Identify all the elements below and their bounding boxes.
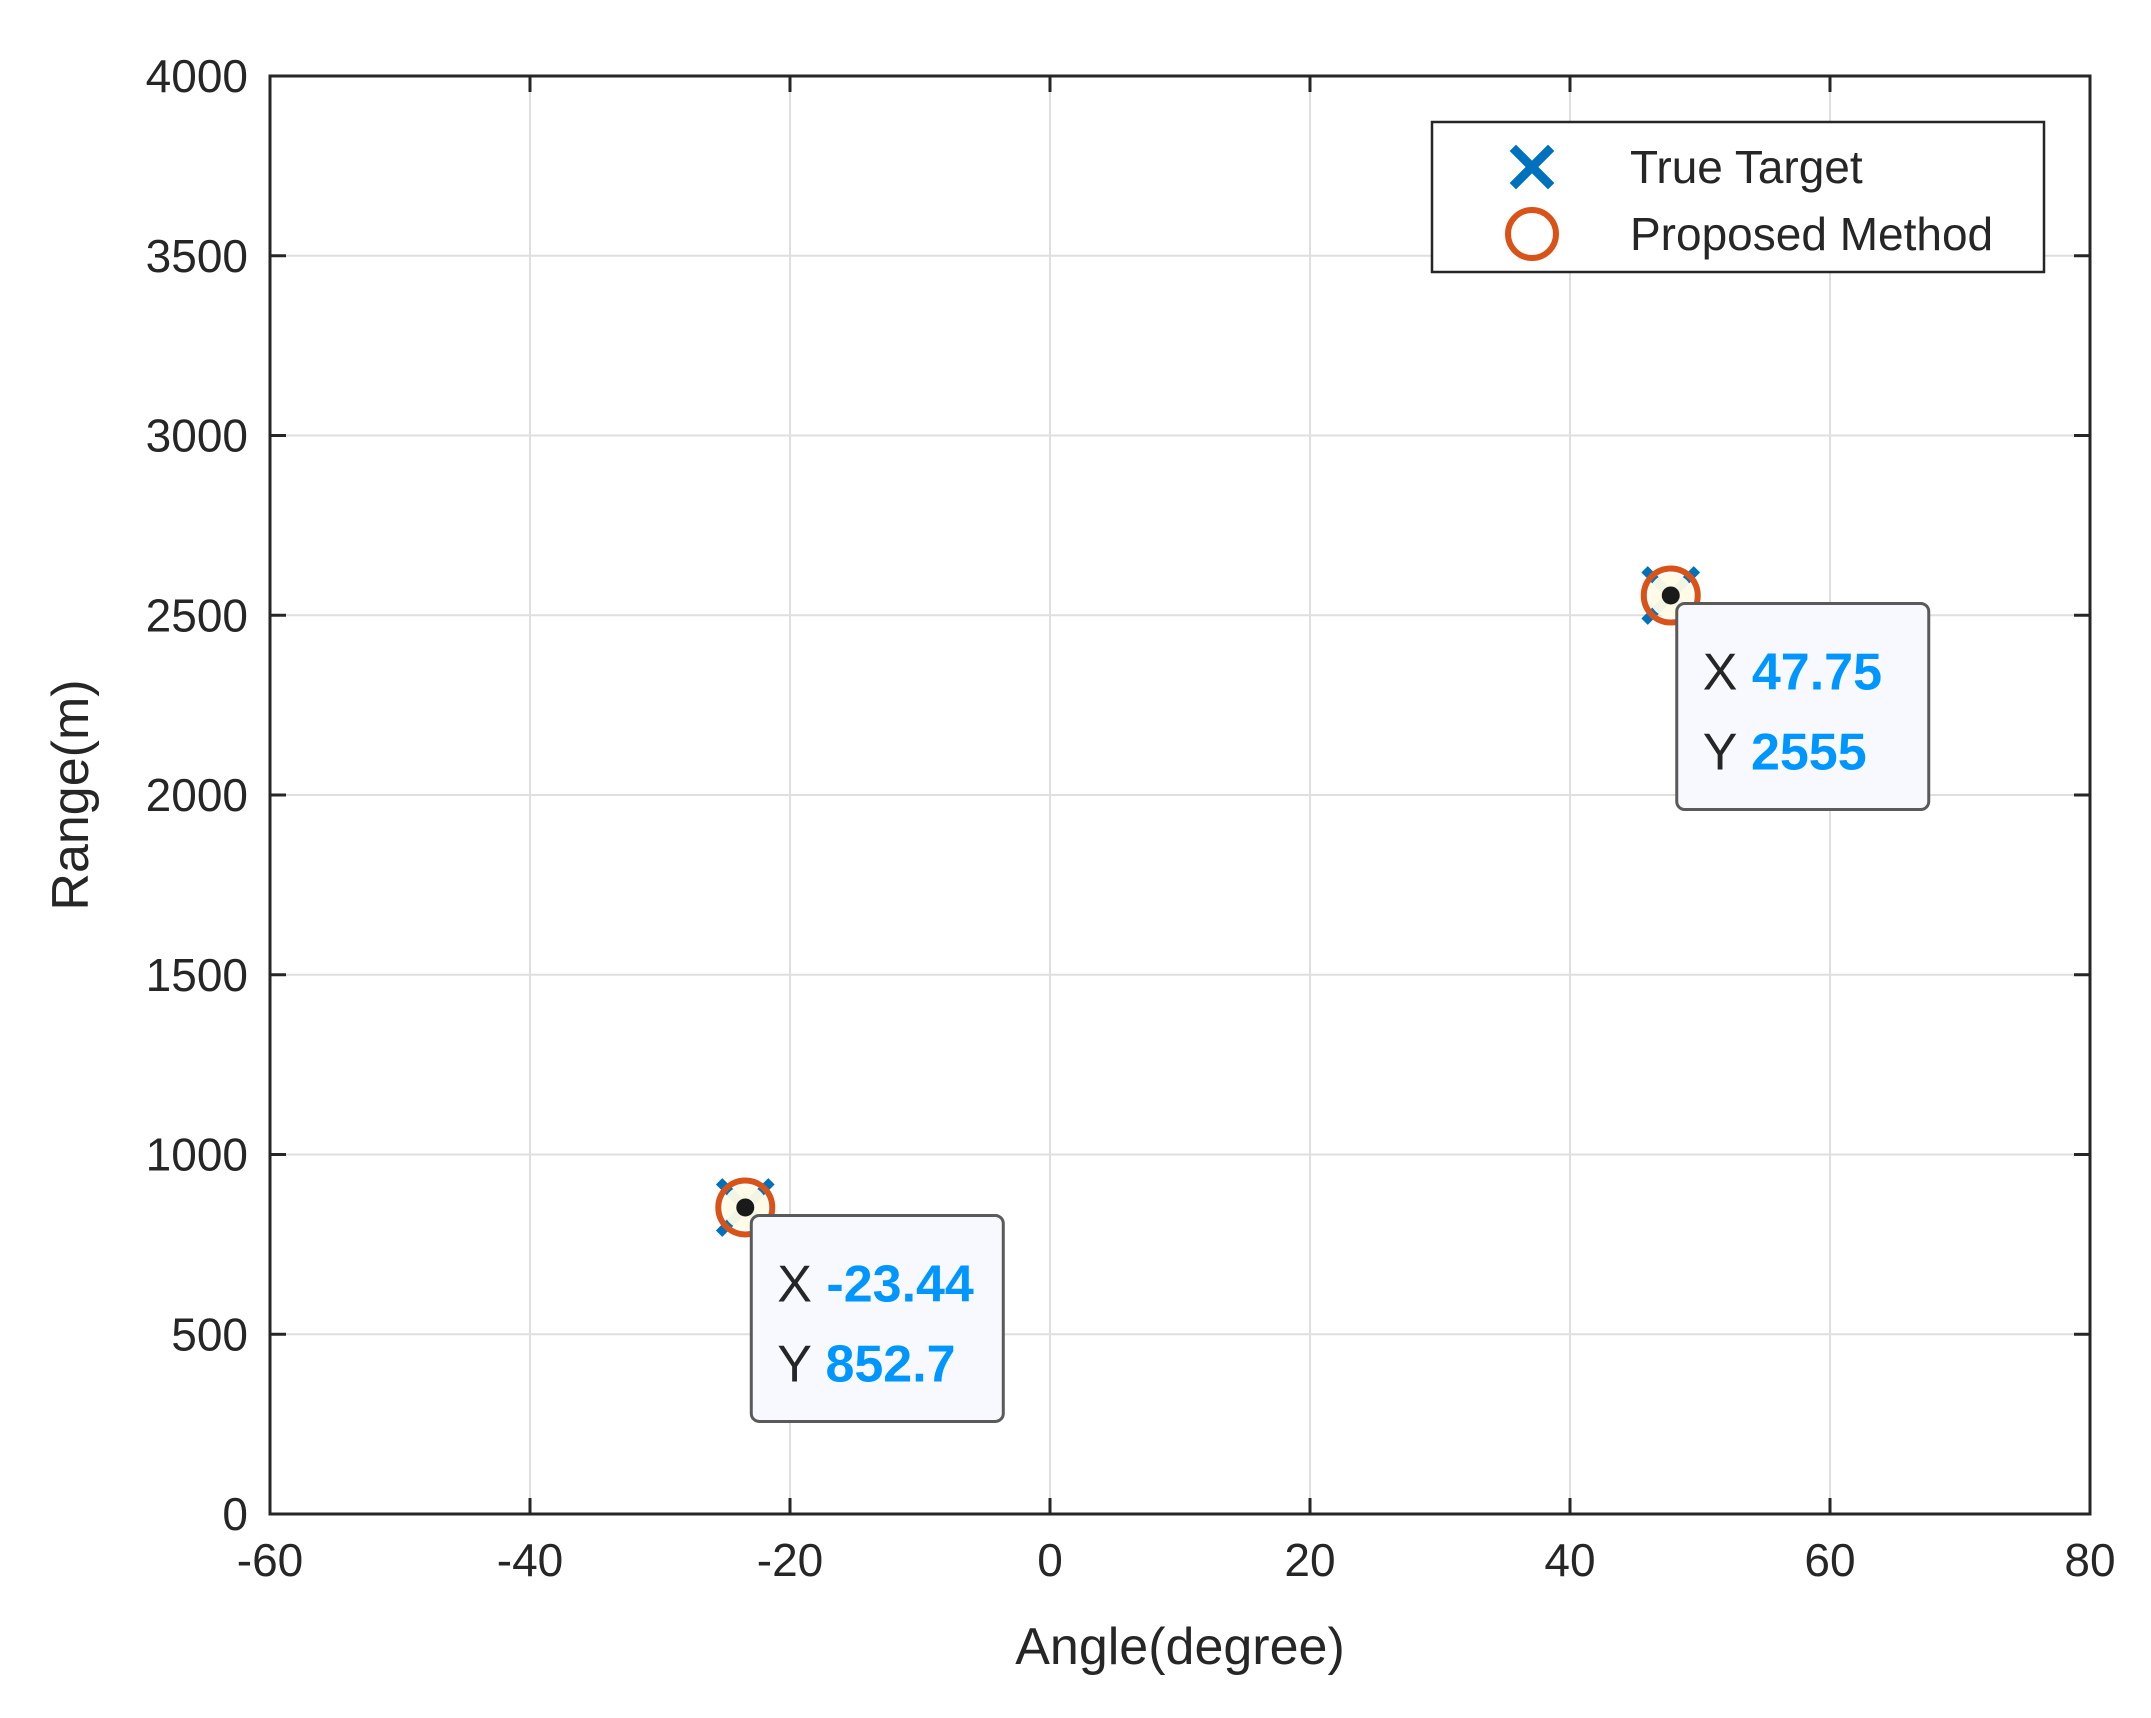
- x-tick-label: 40: [1544, 1534, 1595, 1586]
- datatip: X -23.44Y 852.7: [749, 1213, 1005, 1423]
- x-tick-label: -20: [757, 1534, 823, 1586]
- y-tick-label: 1500: [146, 949, 248, 1001]
- datatip-y-key: Y: [777, 1335, 825, 1393]
- x-tick-label: 60: [1804, 1534, 1855, 1586]
- legend-true-target-icon: [1509, 144, 1555, 190]
- legend-box: [1430, 120, 2046, 274]
- legend: True Target Proposed Method: [1430, 120, 2046, 274]
- y-tick-label: 3500: [146, 230, 248, 282]
- datatip-x-value: -23.44: [826, 1255, 974, 1313]
- y-tick-label: 0: [222, 1488, 248, 1540]
- y-tick-label: 2500: [146, 589, 248, 641]
- datatip-x-value: 47.75: [1752, 643, 1882, 701]
- x-tick-label: 20: [1284, 1534, 1335, 1586]
- x-tick-label: -60: [237, 1534, 303, 1586]
- datatip-y-row: Y 2555: [1703, 723, 1867, 781]
- proposed-method-marker: [1640, 565, 1701, 626]
- x-tick-label: 0: [1037, 1534, 1063, 1586]
- datatip-x-key: X: [777, 1255, 826, 1313]
- x-tick-label: 80: [2064, 1534, 2115, 1586]
- y-tick-label: 3000: [146, 410, 248, 462]
- datatip-y-value: 2555: [1751, 723, 1867, 781]
- datatip-anchor-dot: [1661, 586, 1680, 605]
- legend-proposed-method-icon: [1505, 207, 1559, 261]
- y-axis-title: Range(m): [42, 679, 100, 910]
- y-tick-label: 1000: [146, 1129, 248, 1181]
- x-axis-title: Angle(degree): [1015, 1618, 1345, 1676]
- datatip: X 47.75Y 2555: [1675, 601, 1931, 811]
- y-tick-label: 2000: [146, 769, 248, 821]
- legend-label: True Target: [1630, 141, 1863, 193]
- ticks: -60 -40 -20 0 20 40 60 80 0 500 1000 1500 2000 2500 30…: [146, 50, 2116, 1586]
- datatip-y-key: Y: [1703, 723, 1751, 781]
- x-tick-label: -40: [497, 1534, 563, 1586]
- datatip-y-row: Y 852.7: [777, 1335, 955, 1393]
- datatip-x-row: X -23.44: [777, 1255, 974, 1313]
- data-points: [715, 565, 1701, 1238]
- y-tick-label: 4000: [146, 50, 248, 102]
- datatip-anchor-dot: [736, 1198, 755, 1217]
- proposed-method-marker: [715, 1177, 776, 1238]
- datatip-x-key: X: [1703, 643, 1752, 701]
- legend-label: Proposed Method: [1630, 208, 1993, 260]
- y-tick-label: 500: [171, 1308, 248, 1360]
- datatip-box: [1675, 601, 1931, 811]
- datatips: X -23.44Y 852.7X 47.75Y 2555: [749, 601, 1931, 1423]
- datatip-y-value: 852.7: [825, 1335, 955, 1393]
- datatip-x-row: X 47.75: [1703, 643, 1882, 701]
- datatip-box: [749, 1213, 1005, 1423]
